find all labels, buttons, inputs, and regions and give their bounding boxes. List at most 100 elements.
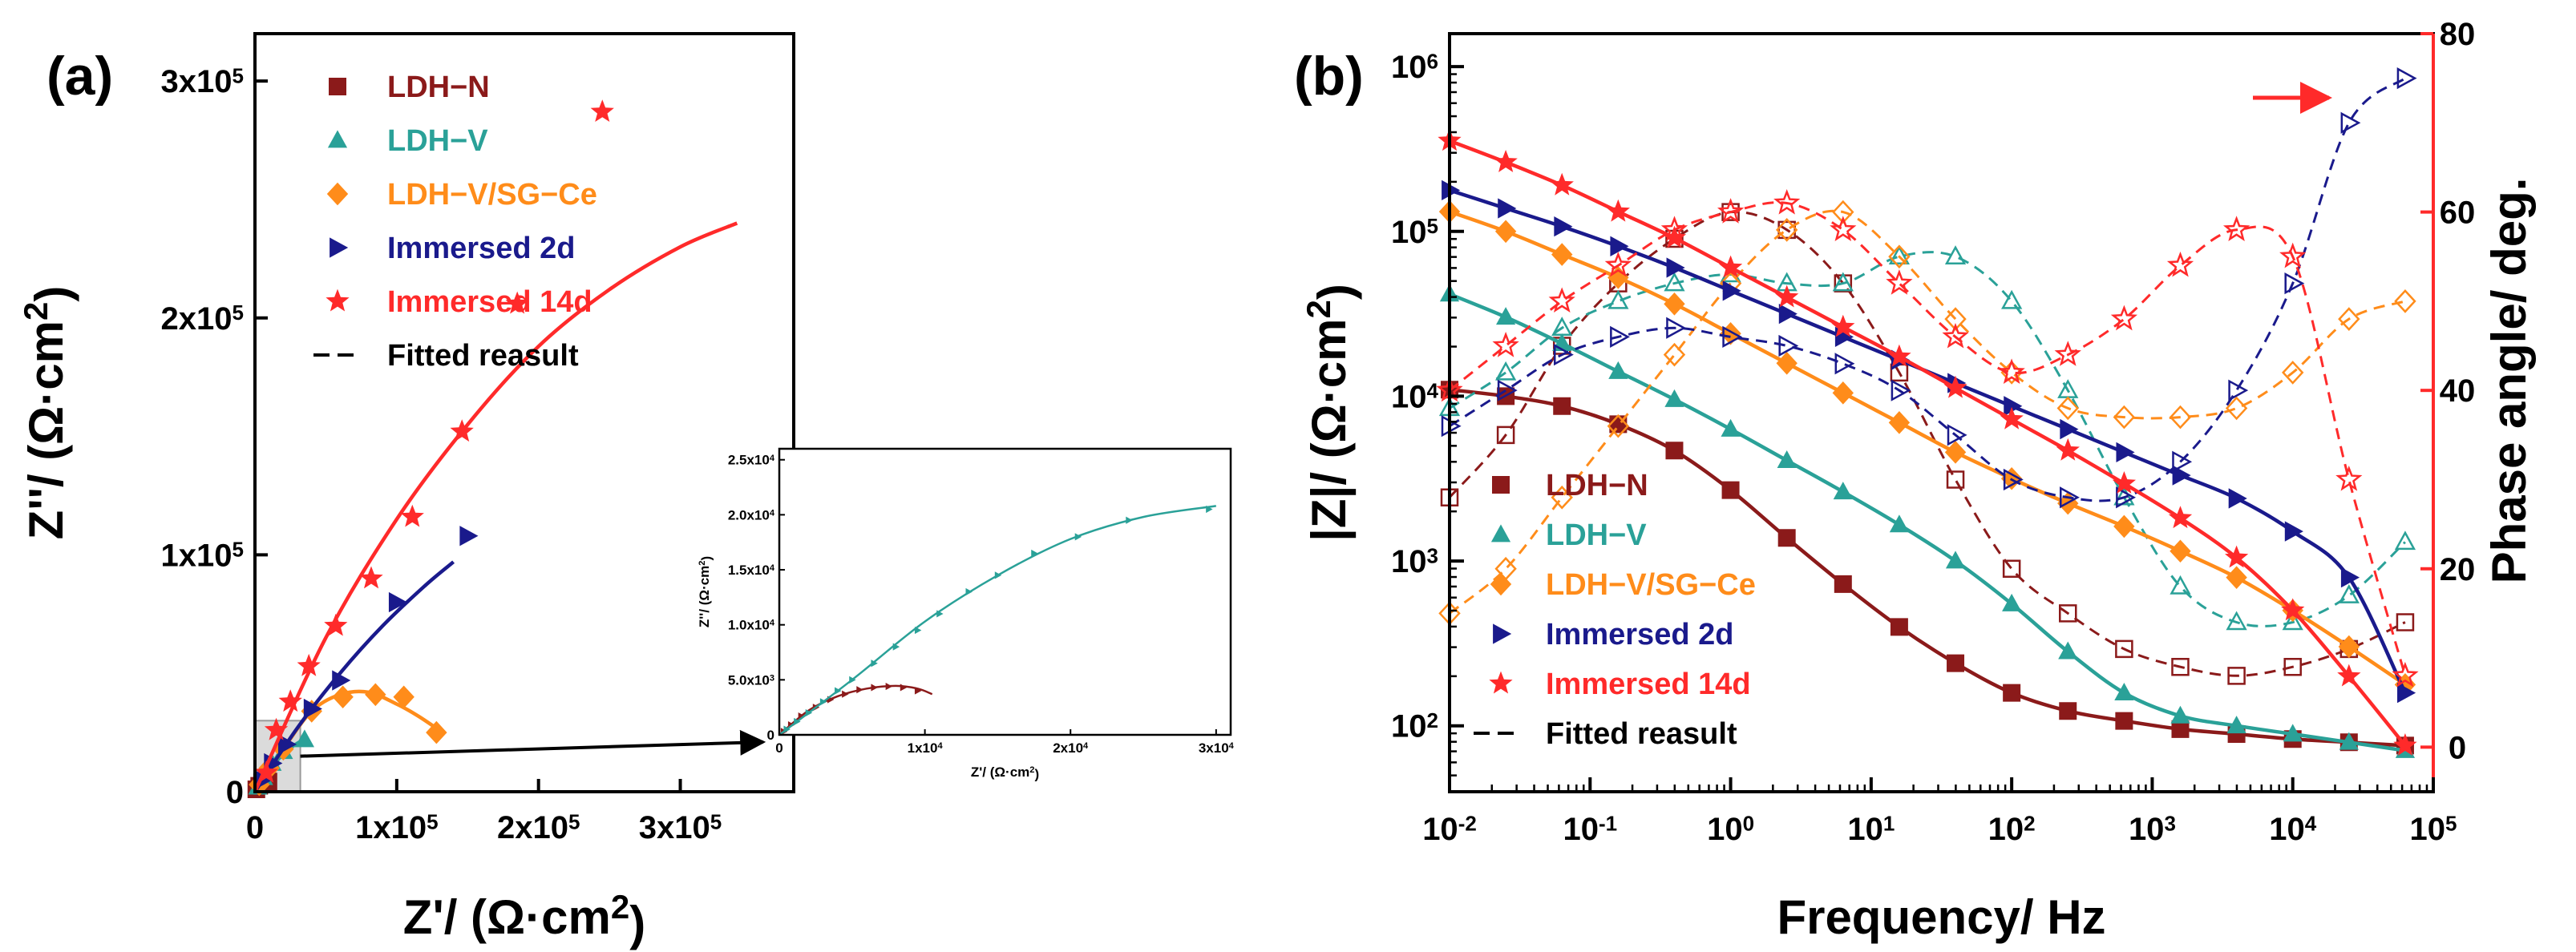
data-point-modulus-ldh-n: [2003, 684, 2021, 702]
x-axis-label-b: Frequency/ Hz: [1777, 890, 2105, 944]
inset-data-point-ldh-v: [936, 610, 944, 618]
data-point-modulus-ldh-n: [2115, 712, 2133, 730]
data-point-phase-ldh-v-sg-ce: [2169, 405, 2192, 430]
y2-tick-label: 0: [2449, 730, 2466, 765]
data-point-phase-immersed-2d: [1610, 325, 1630, 349]
data-point-modulus-immersed-14d: [1662, 225, 1687, 248]
data-point-modulus-immersed-2d: [2284, 521, 2303, 542]
y2-axis-label: Phase angle/ deg.: [2482, 178, 2536, 584]
data-point-phase-ldh-v: [1832, 272, 1854, 292]
data-point-a-immersed-14d: [324, 613, 348, 636]
inset-data-point-ldh-v: [914, 626, 922, 635]
data-point-modulus-immersed-2d: [2172, 465, 2191, 486]
data-point-phase-immersed-14d: [2222, 216, 2250, 242]
data-point-phase-ldh-n: [2283, 657, 2302, 676]
data-point-a-immersed-2d: [332, 670, 351, 691]
data-point-modulus-ldh-v-sg-ce: [2226, 566, 2247, 589]
data-point-a-immersed-14d: [450, 419, 474, 442]
inset-x-tick-label: 0: [775, 740, 783, 756]
data-point-a-immersed-14d: [505, 291, 529, 314]
inset-data-point-ldh-v: [835, 687, 842, 695]
data-point-phase-immersed-2d: [2396, 67, 2417, 90]
y-tick-label-b: 106: [1391, 49, 1438, 85]
data-point-phase-ldh-n: [1440, 488, 1459, 506]
inset-data-point-ldh-v: [794, 717, 801, 726]
inset-x-tick-label: 2x104: [1053, 740, 1089, 756]
data-point-modulus-ldh-v-sg-ce: [1494, 220, 1517, 244]
inset-y-tick-label: 2.5x104: [728, 453, 775, 468]
data-point-modulus-immersed-14d: [2281, 598, 2305, 621]
data-point-phase-ldh-v-sg-ce: [2394, 289, 2416, 313]
data-point-phase-ldh-v: [2338, 584, 2360, 603]
data-point-modulus-ldh-n: [2059, 702, 2077, 720]
legend-label-b: LDH−N: [1546, 469, 1648, 502]
data-point-modulus-immersed-2d: [2340, 567, 2360, 588]
data-point-modulus-immersed-14d: [2000, 406, 2024, 430]
legend-label-b: Immersed 2d: [1546, 618, 1733, 651]
inset-data-point-ldh-v: [892, 643, 900, 651]
data-point-modulus-ldh-v-sg-ce: [1664, 292, 1685, 316]
data-point-modulus-ldh-v-sg-ce: [1551, 243, 1573, 266]
inset-data-point-ldh-n: [842, 690, 849, 698]
data-point-phase-ldh-v: [1607, 289, 1629, 309]
data-point-phase-ldh-v-sg-ce: [1888, 244, 1911, 269]
inset-data-point-ldh-v: [1206, 505, 1213, 514]
data-point-phase-ldh-v-sg-ce: [1775, 218, 1798, 242]
x-tick-label-a: 0: [246, 810, 264, 845]
data-point-phase-ldh-n: [1946, 470, 1965, 489]
inset-data-point-ldh-n: [871, 684, 878, 692]
inset-x-tick-label: 3x104: [1199, 740, 1235, 756]
inset-frame: [778, 447, 1232, 736]
x-axis-label-a: Z'/ (Ω·cm2): [403, 888, 645, 950]
inset-y-tick-label: 0: [767, 728, 774, 743]
inset-x-tick-label: 1x104: [908, 740, 944, 756]
inset-x-axis-label: Z'/ (Ω·cm2): [971, 764, 1039, 782]
data-point-phase-ldh-v-sg-ce: [1551, 485, 1573, 510]
legend-label-b: LDH−V/SG−Ce: [1546, 568, 1756, 602]
legend-marker-icon: [1489, 671, 1513, 694]
data-point-phase-ldh-v: [1494, 361, 1517, 381]
y-axis-label-b: |Z|/ (Ω·cm2): [1300, 284, 1362, 542]
fit-line-phase-immersed-2d: [1449, 77, 2406, 502]
legend-label-a: LDH−V: [387, 124, 488, 158]
x-tick-label-a: 2x105: [497, 809, 580, 845]
data-point-phase-immersed-2d: [1947, 424, 1967, 446]
data-point-modulus-immersed-2d: [1554, 216, 1573, 237]
fit-line-a-immersed-14d: [253, 221, 738, 793]
legend-marker-icon: [326, 288, 350, 312]
panel-a-impedance-nyquist: (a) 0 1x105 2x105 3x105 0 1x105 2x105 3x105 Z'/ (…: [17, 32, 1235, 950]
data-point-a-immersed-14d: [264, 717, 289, 740]
legend-marker-icon: [1492, 476, 1510, 494]
inset-data-point-ldh-v: [1031, 549, 1038, 558]
data-point-modulus-immersed-2d: [2060, 418, 2079, 440]
data-point-phase-immersed-2d: [1834, 353, 1855, 375]
data-point-phase-ldh-v-sg-ce: [2225, 396, 2248, 421]
fit-line-phase-ldh-v: [1449, 251, 2406, 627]
x-tick-label-b: 103: [2129, 811, 2176, 847]
x-tick-label-b: 104: [2269, 811, 2317, 847]
y-tick-label-a: 1x105: [161, 538, 244, 574]
data-point-phase-ldh-n: [1834, 274, 1853, 292]
x-tick-label-b: 101: [1847, 811, 1895, 847]
data-point-modulus-ldh-v-sg-ce: [1888, 411, 1911, 434]
data-point-phase-ldh-n: [2396, 613, 2415, 631]
inset-y-tick-label: 2.0x104: [728, 507, 775, 522]
y2-tick-label: 40: [2440, 373, 2476, 409]
data-point-phase-ldh-v: [2113, 486, 2135, 506]
fit-line-modulus-ldh-v-sg-ce: [1449, 209, 2407, 687]
data-point-modulus-ldh-n: [1721, 481, 1740, 499]
data-point-phase-ldh-n: [1721, 203, 1740, 221]
data-point-phase-immersed-14d: [1773, 189, 1801, 215]
data-point-phase-immersed-2d: [1722, 325, 1743, 349]
data-point-phase-ldh-v: [2001, 289, 2023, 309]
data-point-a-immersed-14d: [400, 504, 424, 527]
inset-background: [779, 449, 1231, 735]
data-point-phase-immersed-14d: [1717, 198, 1745, 224]
x-tick-label-b: 105: [2410, 811, 2457, 847]
legend-marker-icon: [1490, 572, 1512, 596]
data-point-a-immersed-14d: [278, 689, 302, 712]
panel-b-bode-plot: (b) 10-2 10-1 100 101 102 103 104 105 102 103 104 10…: [1294, 17, 2536, 944]
x-tick-label-a: 3x105: [639, 809, 722, 845]
y-axis-label-a: Z''/ (Ω·cm2): [17, 286, 79, 540]
data-point-modulus-immersed-14d: [1943, 375, 1967, 398]
